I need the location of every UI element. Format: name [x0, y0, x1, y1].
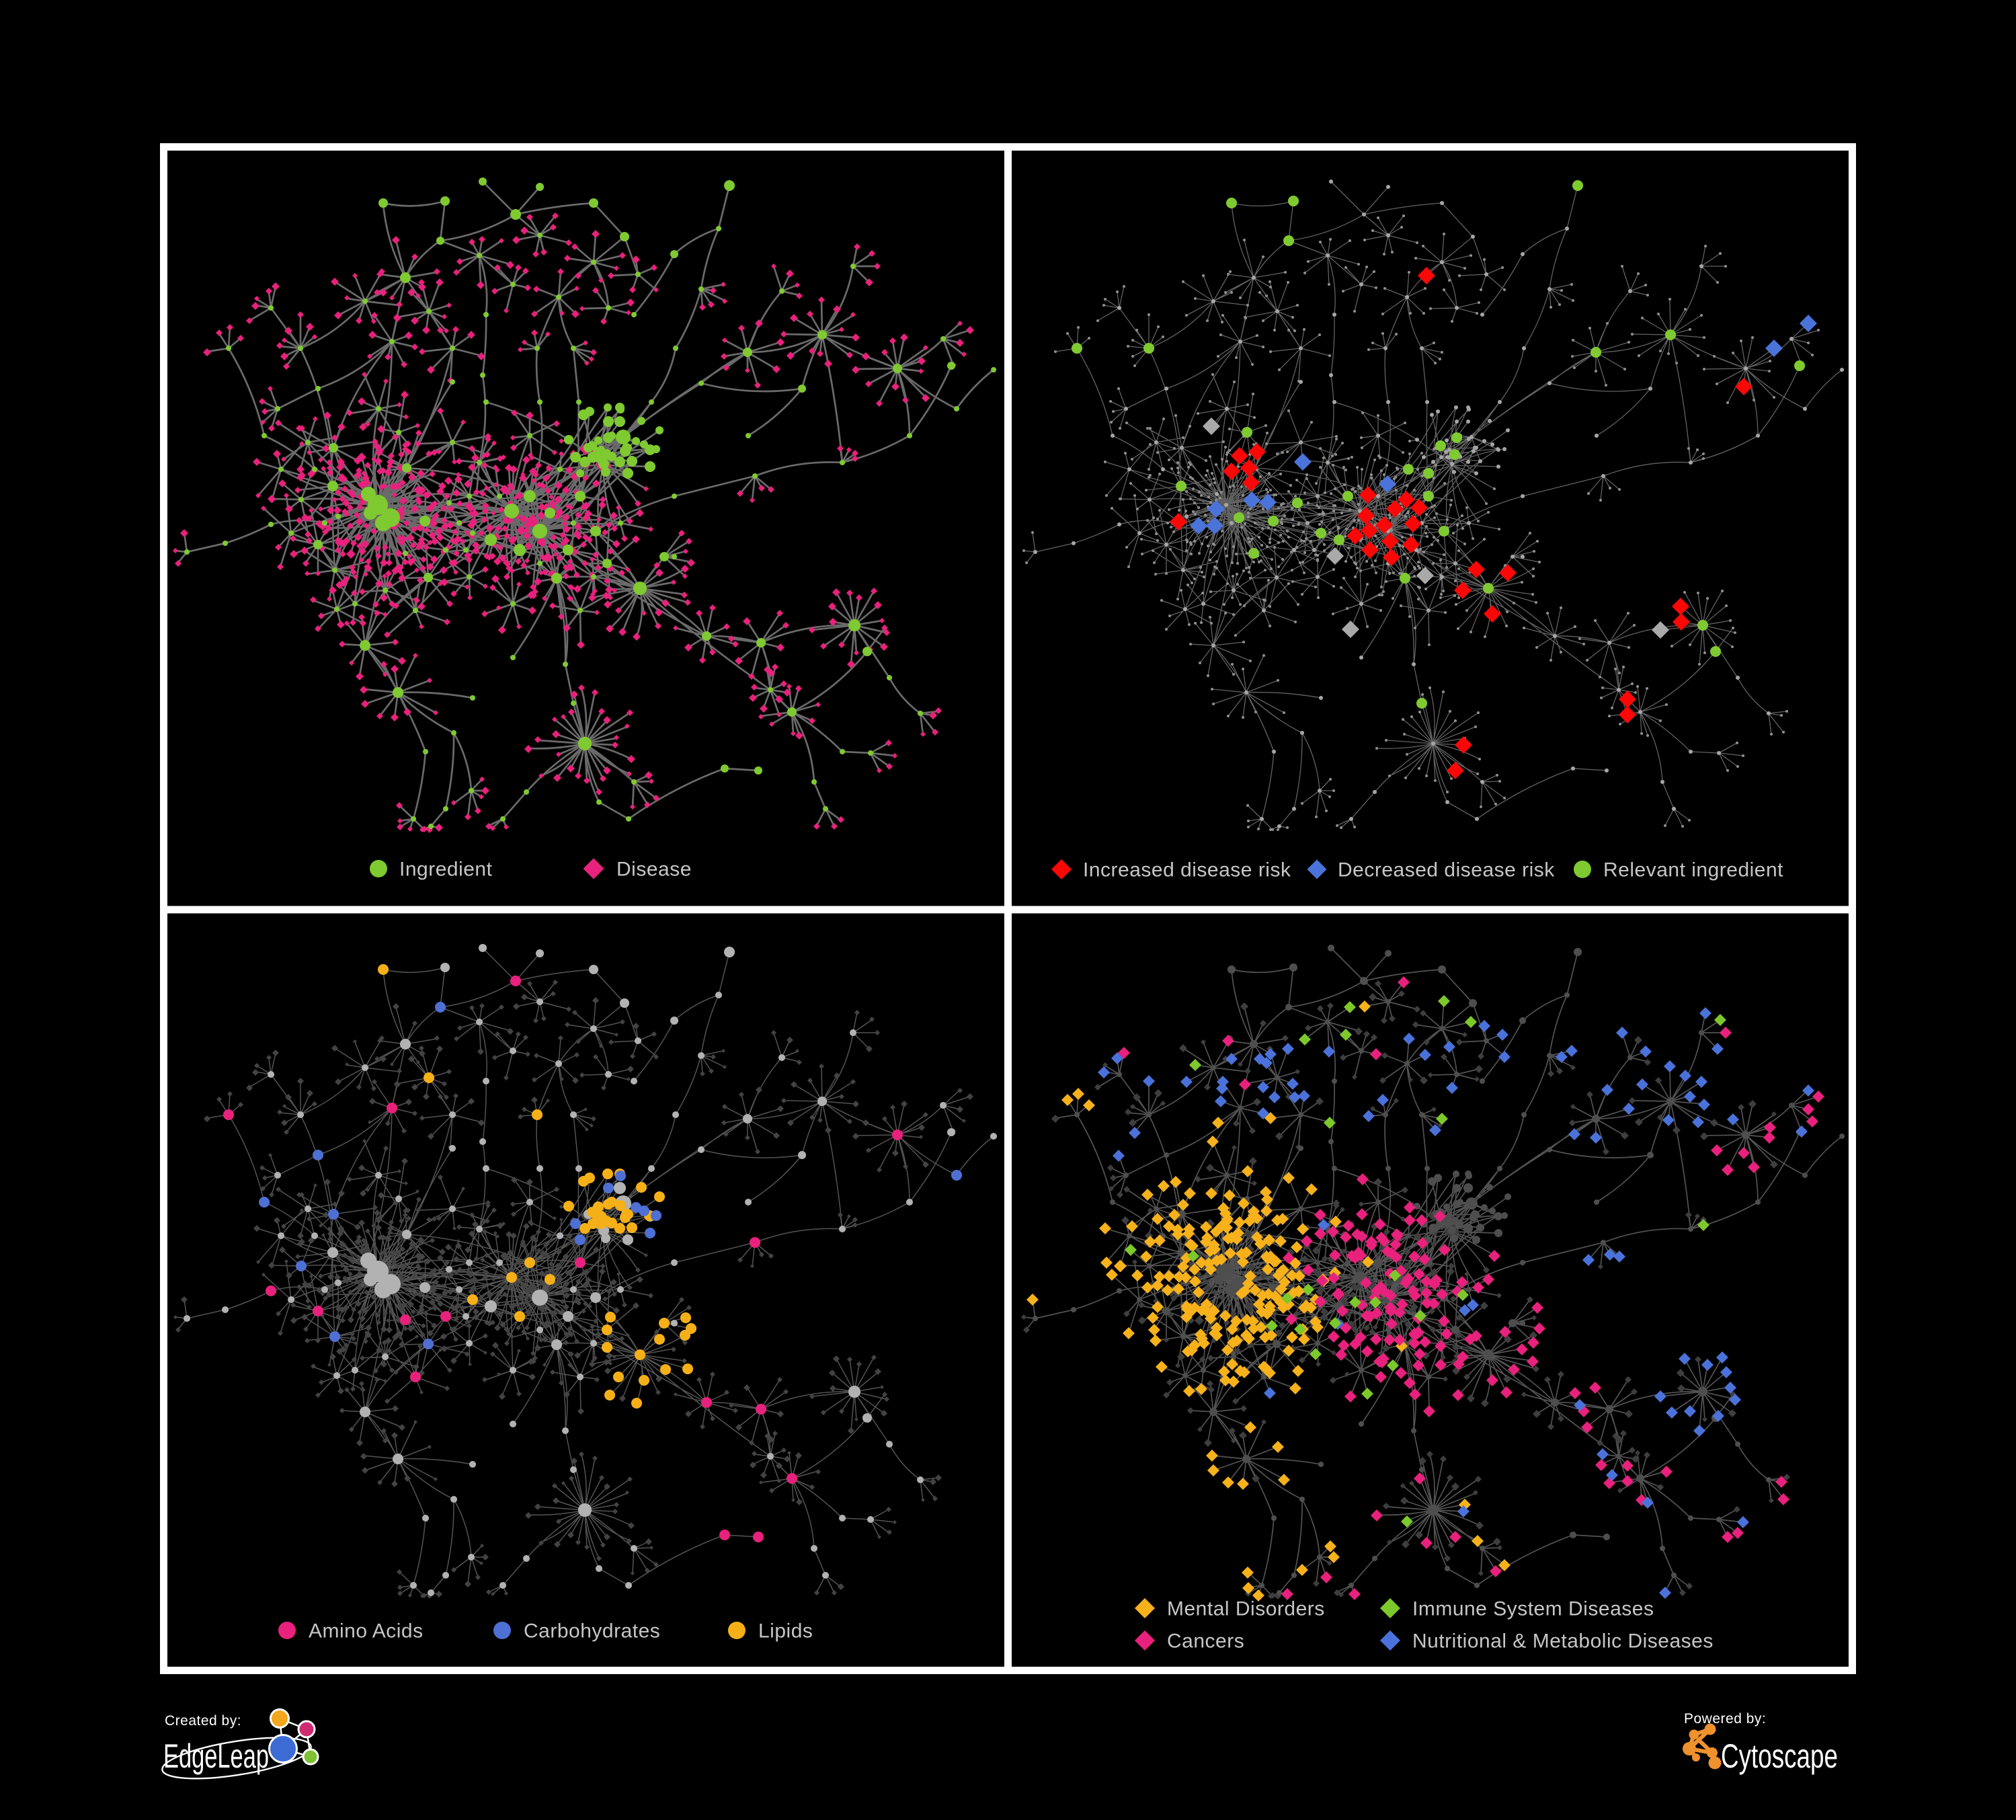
svg-text:Increased disease risk: Increased disease risk — [1083, 859, 1291, 881]
svg-text:Ingredient: Ingredient — [399, 859, 493, 881]
svg-text:Immune System Diseases: Immune System Diseases — [1412, 1598, 1654, 1620]
svg-text:EdgeLeap: EdgeLeap — [163, 1737, 269, 1775]
svg-text:Nutritional & Metabolic Diseas: Nutritional & Metabolic Diseases — [1412, 1630, 1713, 1653]
svg-text:Cancers: Cancers — [1167, 1630, 1244, 1653]
svg-text:Cytoscape: Cytoscape — [1721, 1737, 1838, 1775]
svg-text:Amino Acids: Amino Acids — [309, 1620, 424, 1643]
svg-text:Disease: Disease — [616, 859, 692, 881]
svg-text:Powered by:: Powered by: — [1684, 1711, 1766, 1727]
svg-text:Mental Disorders: Mental Disorders — [1167, 1598, 1325, 1620]
svg-text:Lipids: Lipids — [758, 1620, 813, 1643]
svg-text:Created by:: Created by: — [165, 1713, 241, 1729]
svg-text:Relevant ingredient: Relevant ingredient — [1603, 859, 1783, 881]
svg-text:Carbohydrates: Carbohydrates — [524, 1620, 660, 1643]
svg-text:Decreased disease risk: Decreased disease risk — [1338, 859, 1555, 881]
